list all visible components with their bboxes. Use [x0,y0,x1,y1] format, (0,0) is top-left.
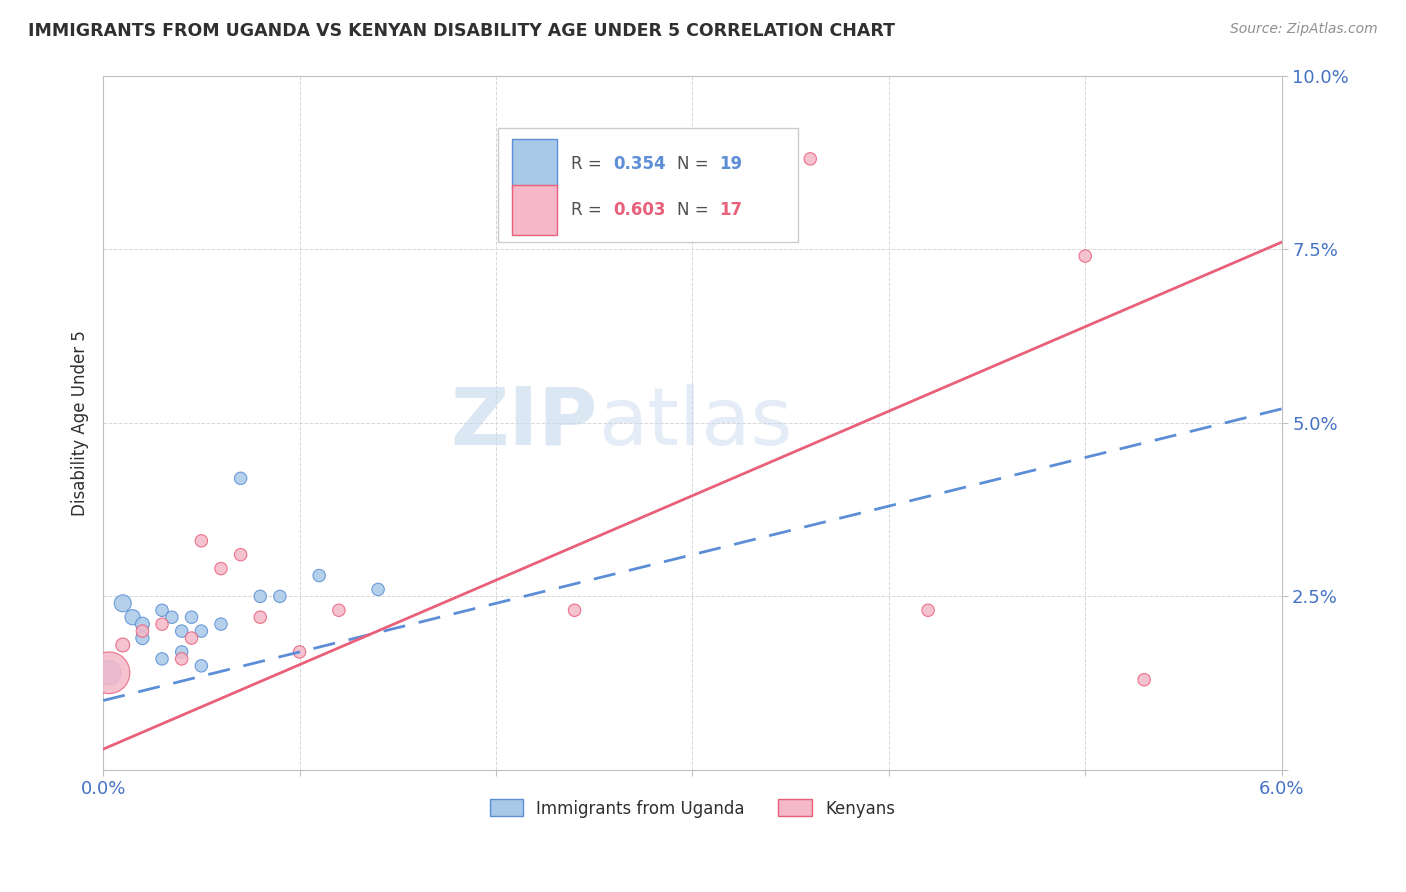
Point [249,590,271,604]
Point [150,617,173,632]
Point [170,652,193,666]
FancyBboxPatch shape [512,139,557,189]
Point [209,617,232,632]
Point [121,610,143,624]
Point [190,658,212,673]
Text: 19: 19 [720,155,742,173]
Point [150,603,173,617]
Point [180,631,202,645]
Point [229,471,252,485]
Point [1133,673,1156,687]
Point [269,590,291,604]
Text: R =: R = [571,201,607,219]
Point [160,610,183,624]
Point [367,582,389,597]
Point [150,652,173,666]
Point [111,638,134,652]
Point [308,568,330,582]
FancyBboxPatch shape [498,128,799,243]
Point [98,665,121,680]
Y-axis label: Disability Age Under 5: Disability Age Under 5 [72,330,89,516]
Text: N =: N = [678,201,714,219]
Legend: Immigrants from Uganda, Kenyans: Immigrants from Uganda, Kenyans [484,793,901,824]
Text: Source: ZipAtlas.com: Source: ZipAtlas.com [1230,22,1378,37]
Point [111,596,134,610]
Point [288,645,311,659]
Point [180,610,202,624]
Point [190,624,212,639]
Point [249,610,271,624]
Point [170,645,193,659]
Point [799,152,821,166]
Text: IMMIGRANTS FROM UGANDA VS KENYAN DISABILITY AGE UNDER 5 CORRELATION CHART: IMMIGRANTS FROM UGANDA VS KENYAN DISABIL… [28,22,896,40]
Point [98,665,121,680]
Text: 0.603: 0.603 [613,201,666,219]
Text: R =: R = [571,155,607,173]
Point [190,533,212,548]
Point [131,624,153,639]
FancyBboxPatch shape [512,186,557,235]
Point [564,603,586,617]
Text: 17: 17 [720,201,742,219]
Point [229,548,252,562]
Point [131,617,153,632]
Point [131,631,153,645]
Point [209,561,232,575]
Text: atlas: atlas [598,384,793,462]
Text: N =: N = [678,155,714,173]
Text: ZIP: ZIP [451,384,598,462]
Point [1074,249,1097,263]
Point [328,603,350,617]
Text: 0.354: 0.354 [613,155,666,173]
Point [917,603,939,617]
Point [170,624,193,639]
